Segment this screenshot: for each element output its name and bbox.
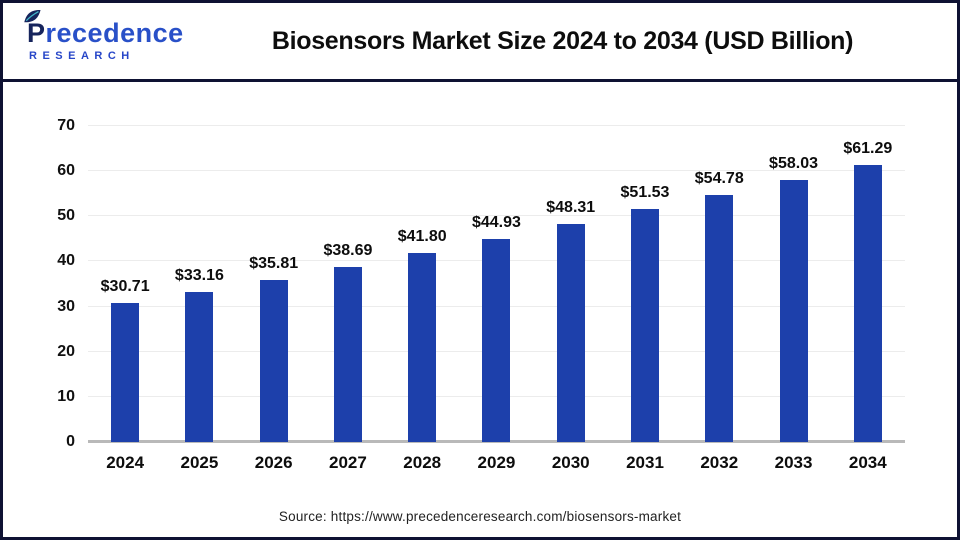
plot-area: $30.71 $33.16 $35.81 $38.69 $41.80 $44.93 $48.… [88,125,905,443]
bar-value-label-2032: $54.78 [694,169,744,187]
y-tick-label-0: 0 [66,433,75,450]
bar-value-label-2034: $61.29 [843,140,893,158]
bar-2034 [853,165,882,442]
bar-2025 [185,292,214,442]
bar-value-label-2024: $30.71 [100,278,150,296]
x-tick-label-2031: 2031 [626,453,664,472]
header: Precedence RESEARCH Biosensors Market Si… [3,3,957,82]
bar-slot-2028: $41.80 [385,126,459,442]
bar-slot-2031: $51.53 [608,126,682,442]
bar-2033 [779,180,808,442]
gridline-70 [88,125,905,126]
bar-2031 [630,209,659,442]
bar-slot-2025: $33.16 [162,126,236,442]
bar-2030 [556,223,585,442]
bar-value-label-2033: $58.03 [769,155,818,173]
x-axis: 2024 2025 2026 2027 2028 2029 2030 2031 2032 2033… [88,453,905,473]
bar-value-label-2026: $35.81 [249,255,299,273]
y-tick-label-30: 30 [57,297,75,315]
x-tick-label-2027: 2027 [329,453,367,472]
bar-slot-2034: $61.29 [831,126,905,442]
x-tick-label-2034: 2034 [848,453,887,472]
bar-2028 [408,253,437,442]
bar-value-label-2025: $33.16 [174,267,224,285]
x-tick-label-2033: 2033 [774,453,813,472]
gridline-50 [88,215,905,217]
x-tick-label-2026: 2026 [254,453,293,472]
bar-value-label-2031: $51.53 [620,184,670,202]
bar-2026 [259,280,288,442]
y-tick-label-20: 20 [57,342,75,360]
leaf-icon [22,7,43,31]
x-tick-label-2032: 2032 [700,453,739,472]
bar-slot-2026: $35.81 [237,126,311,442]
bar-2032 [705,194,734,442]
bar-slot-2027: $38.69 [311,126,385,442]
y-tick-label-60: 60 [57,162,75,180]
x-tick-label-2030: 2030 [551,453,590,472]
y-axis: 0 10 20 30 40 50 60 70 [3,117,75,450]
source-text: Source: https://www.precedenceresearch.c… [278,509,682,524]
bar-slot-2033: $58.03 [756,126,830,442]
y-tick-label-70: 70 [57,117,75,134]
bar-value-label-2027: $38.69 [323,242,373,260]
x-tick-label-2025: 2025 [180,453,219,472]
logo-wordmark: Precedence [27,18,184,48]
bar-slot-2030: $48.31 [534,126,608,442]
logo-research-text: RESEARCH [29,50,135,62]
bar-slot-2024: $30.71 [88,126,162,442]
y-tick-label-10: 10 [57,387,75,405]
bar-slot-2029: $44.93 [459,126,533,442]
x-tick-label-2028: 2028 [403,453,442,472]
bar-value-label-2030: $48.31 [546,198,596,216]
bar-2029 [482,239,511,442]
bars-container: $30.71 $33.16 $35.81 $38.69 $41.80 $44.93 $48.… [88,126,905,442]
bar-slot-2032: $54.78 [682,126,756,442]
bar-value-label-2028: $41.80 [397,228,447,246]
chart-title: Biosensors Market Size 2024 to 2034 (USD… [271,26,854,55]
bar-value-label-2029: $44.93 [471,214,521,232]
bar-2024 [111,303,140,442]
y-tick-label-40: 40 [57,252,75,270]
x-tick-label-2024: 2024 [106,453,145,472]
y-tick-label-50: 50 [57,207,75,225]
x-tick-label-2029: 2029 [477,453,516,472]
gridline-60 [88,170,905,172]
precedence-logo: Precedence RESEARCH [3,9,198,62]
bar-2027 [333,267,362,442]
